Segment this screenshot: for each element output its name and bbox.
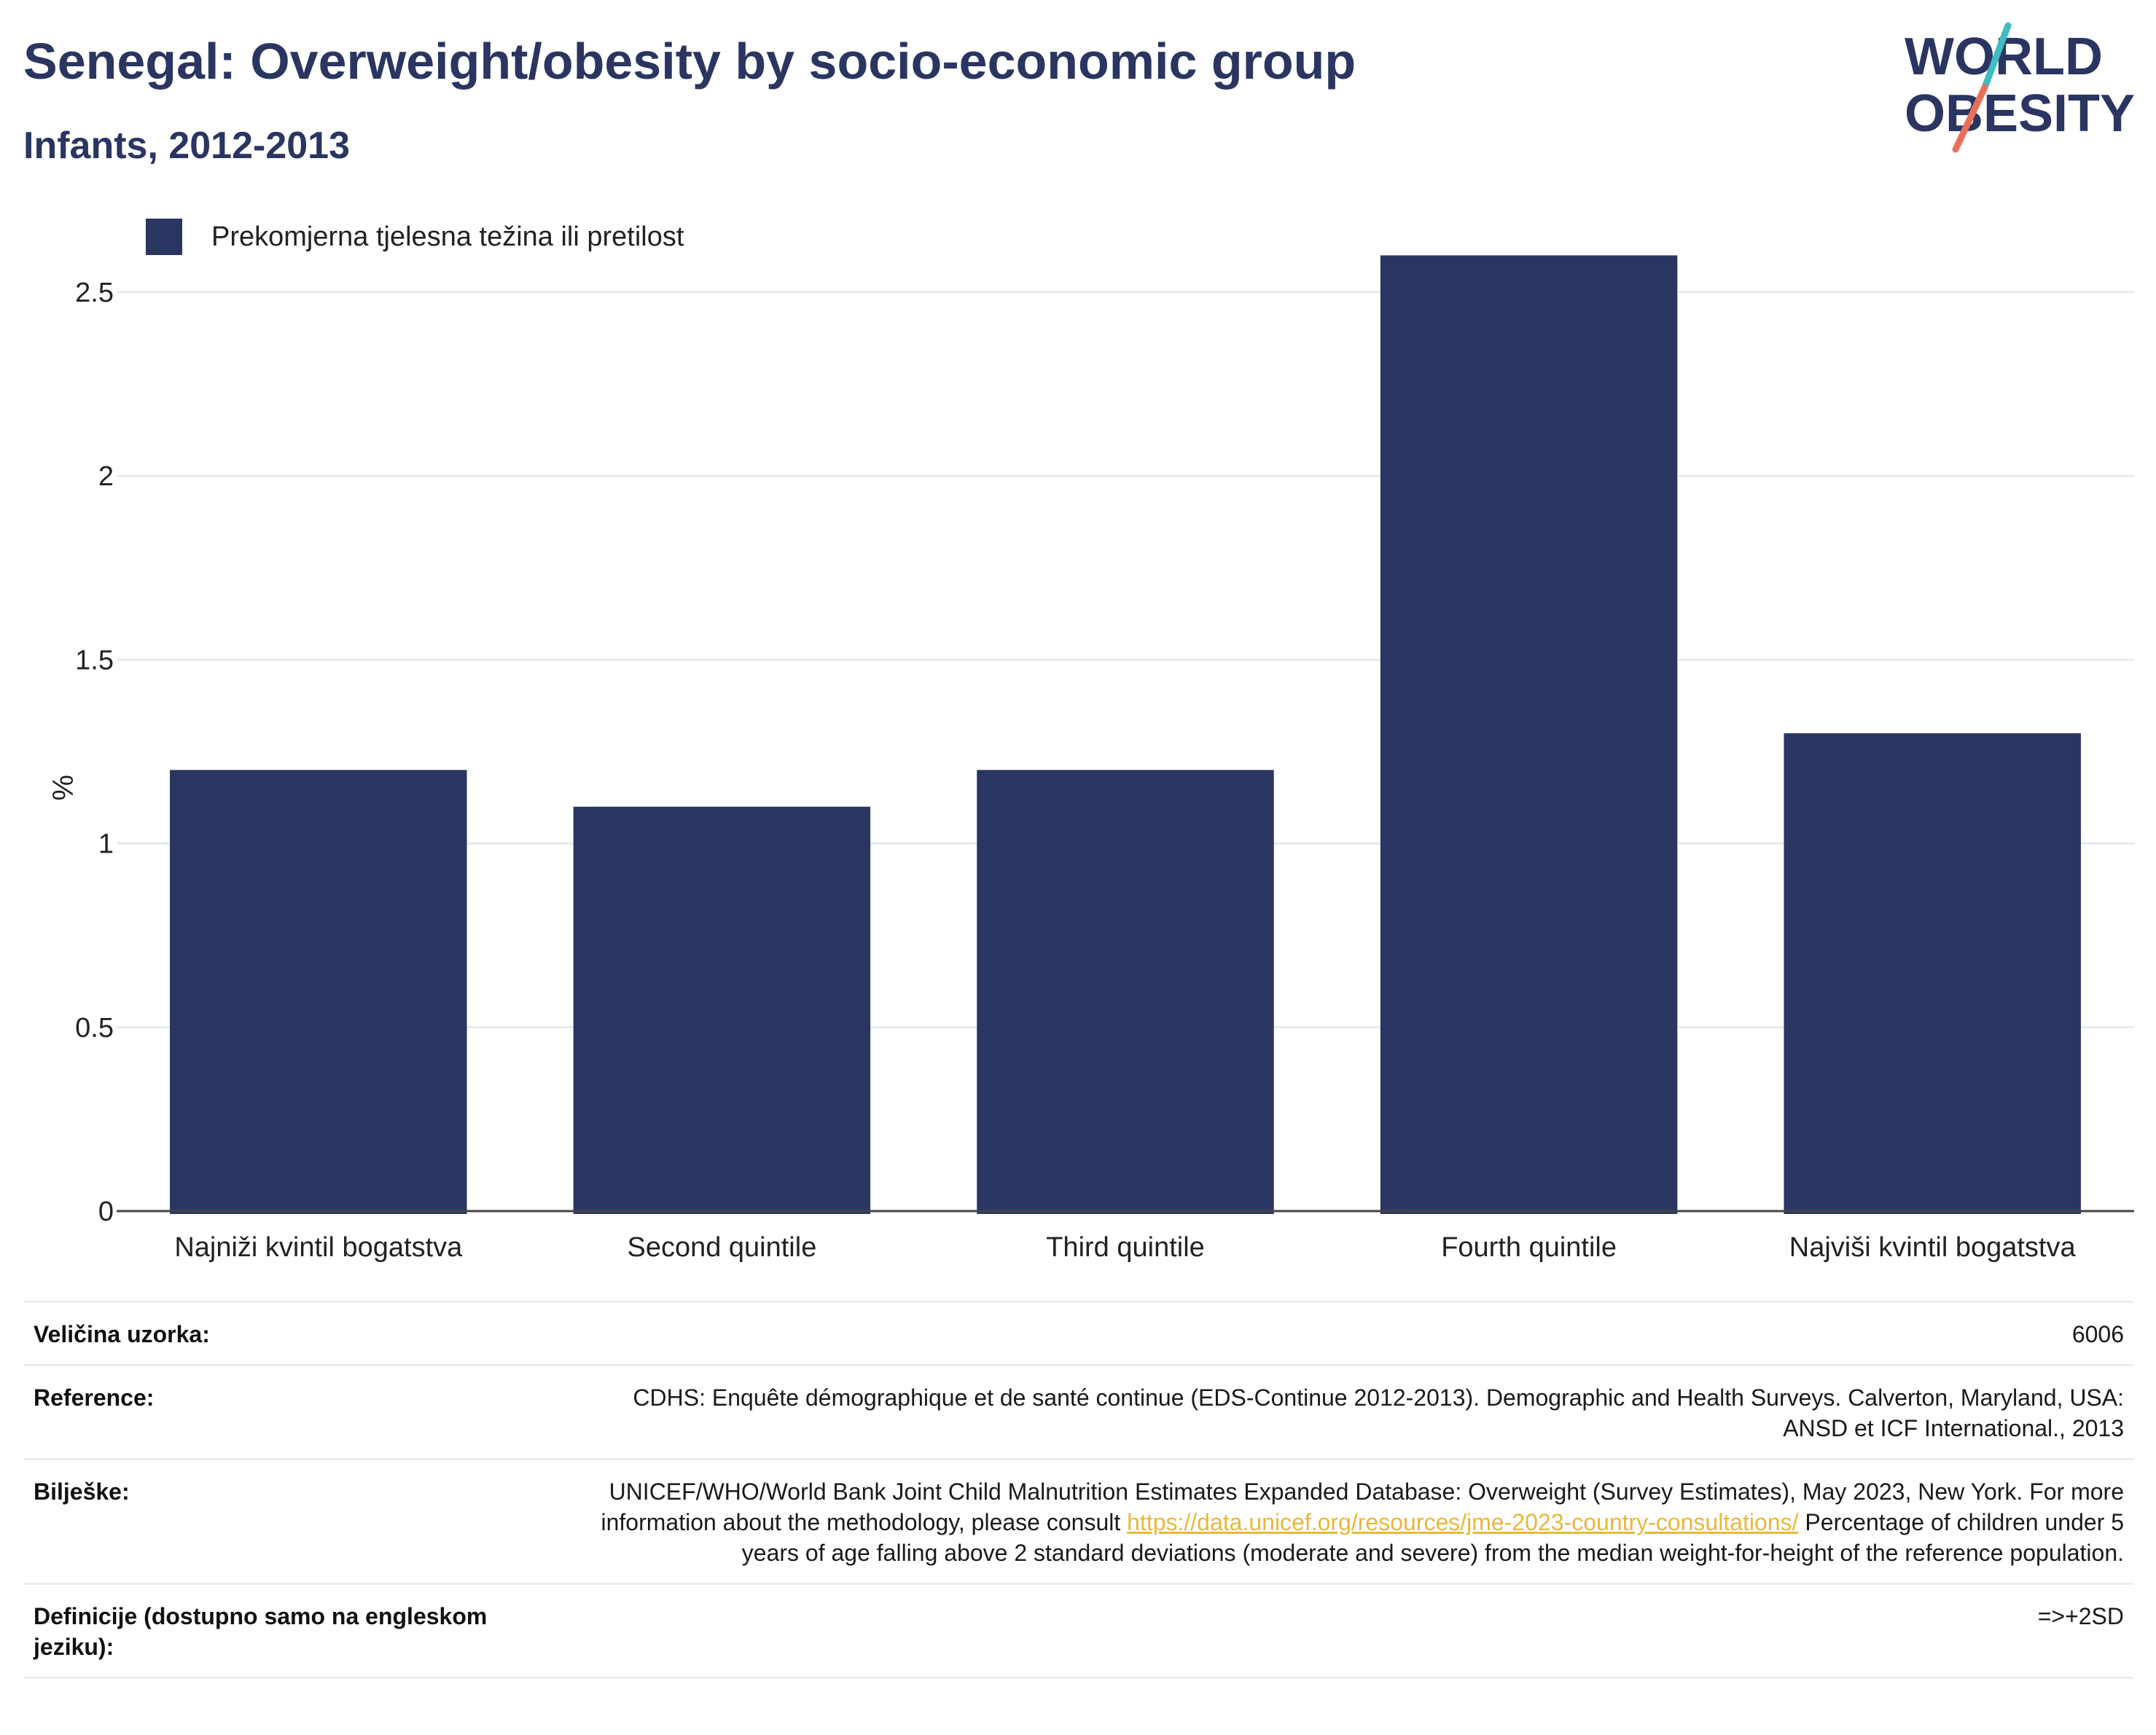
sample-size-label: Veličina uzorka: bbox=[23, 1301, 569, 1366]
info-row-reference: Reference: CDHS: Enquête démographique e… bbox=[23, 1364, 2134, 1460]
y-tick-label: 0 bbox=[98, 1197, 114, 1227]
legend-swatch bbox=[146, 219, 182, 255]
logo-slash-coral bbox=[1952, 84, 1988, 153]
chart-subtitle: Infants, 2012-2013 bbox=[23, 125, 351, 167]
x-tick-label: Najniži kvintil bogatstva bbox=[174, 1232, 463, 1263]
x-tick-label: Third quintile bbox=[1046, 1232, 1205, 1263]
sample-size-value: 6006 bbox=[569, 1301, 2134, 1366]
notes-value: UNICEF/WHO/World Bank Joint Child Malnut… bbox=[569, 1458, 2134, 1585]
notes-text-1: UNICEF/WHO/World Bank Joint Child Malnut… bbox=[601, 1479, 2124, 1535]
bar bbox=[1784, 733, 2081, 1214]
info-row-notes: Bilješke: UNICEF/WHO/World Bank Joint Ch… bbox=[23, 1458, 2134, 1585]
x-tick-label: Fourth quintile bbox=[1441, 1232, 1617, 1263]
definitions-value: =>+2SD bbox=[569, 1583, 2134, 1679]
info-row-sample-size: Veličina uzorka: 6006 bbox=[23, 1301, 2134, 1366]
y-tick-label: 2.5 bbox=[75, 278, 114, 308]
notes-text-2: Percentage of children under 5 years of … bbox=[741, 1509, 2124, 1566]
bar-chart: 0 0.5 1 1.5 2 2.5% Najniži kvintil bogatstva Se… bbox=[46, 255, 2134, 1263]
info-row-definitions: Definicije (dostupno samo na engleskom j… bbox=[23, 1583, 2134, 1679]
y-tick-label: 1.5 bbox=[75, 645, 114, 675]
x-tick-label: Second quintile bbox=[627, 1232, 816, 1263]
bar bbox=[573, 807, 871, 1214]
logo-text-obesity: OBESITY bbox=[1905, 85, 2135, 143]
bar bbox=[977, 769, 1274, 1214]
world-obesity-logo: WORLD OBESITY bbox=[1905, 22, 2135, 153]
y-tick-label: 0.5 bbox=[75, 1013, 114, 1043]
info-table: Veličina uzorka: 6006 Reference: CDHS: E… bbox=[23, 1301, 2134, 1679]
bar bbox=[170, 769, 467, 1214]
legend-label: Prekomjerna tjelesna težina ili pretilos… bbox=[211, 221, 684, 252]
logo-slash-teal bbox=[1981, 22, 2012, 91]
x-tick-label: Najviši kvintil bogatstva bbox=[1789, 1232, 2077, 1263]
reference-value: CDHS: Enquête démographique et de santé … bbox=[569, 1364, 2134, 1460]
chart-title: Senegal: Overweight/obesity by socio-eco… bbox=[23, 33, 1356, 90]
definitions-label: Definicije (dostupno samo na engleskom j… bbox=[23, 1583, 569, 1679]
y-tick-label: 1 bbox=[98, 829, 114, 860]
reference-label: Reference: bbox=[23, 1364, 569, 1460]
notes-link[interactable]: https://data.unicef.org/resources/jme-20… bbox=[1127, 1509, 1799, 1535]
y-axis-title: % bbox=[46, 775, 78, 801]
bar bbox=[1380, 255, 1678, 1214]
y-tick-label: 2 bbox=[98, 461, 114, 492]
notes-label: Bilješke: bbox=[23, 1458, 569, 1585]
chart-legend: Prekomjerna tjelesna težina ili pretilos… bbox=[146, 215, 684, 259]
